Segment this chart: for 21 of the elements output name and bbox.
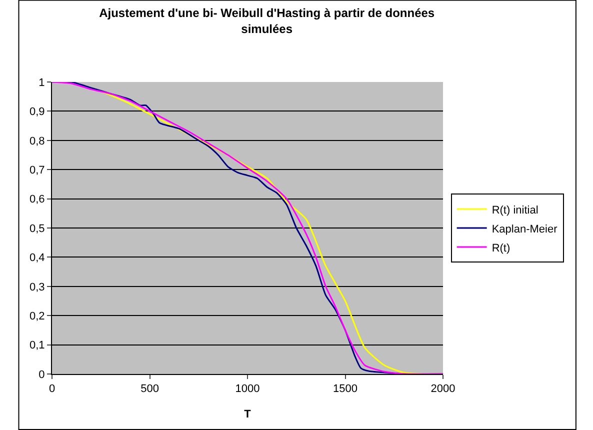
y-tick-label: 0 [38,368,45,381]
x-tick-label: 1500 [333,383,358,396]
y-tick-label: 0,5 [30,222,45,235]
legend-label: R(t) initial [492,204,538,216]
y-tick-label: 0,7 [30,164,45,176]
x-tick-label: 0 [48,383,56,396]
y-tick-label: 0,3 [30,281,45,294]
x-tick-label: 2000 [430,383,456,396]
y-tick-label: 0,2 [30,310,45,322]
y-tick-label: 0,1 [30,340,45,352]
x-axis-title: T [244,408,252,420]
y-tick-label: 0,6 [30,194,45,206]
legend-label: Kaplan-Meier [492,223,558,236]
legend-label: R(t) [492,242,510,254]
y-tick-label: 0,4 [30,252,45,264]
x-tick-label: 500 [140,383,159,396]
x-tick-label: 1000 [235,383,260,396]
y-tick-label: 0,9 [30,106,45,118]
y-tick-label: 1 [38,76,45,89]
chart-title: Ajustement d'une bi- Weibull d'Hasting à partir de données simulées [99,6,435,36]
y-tick-label: 0,8 [30,135,45,148]
